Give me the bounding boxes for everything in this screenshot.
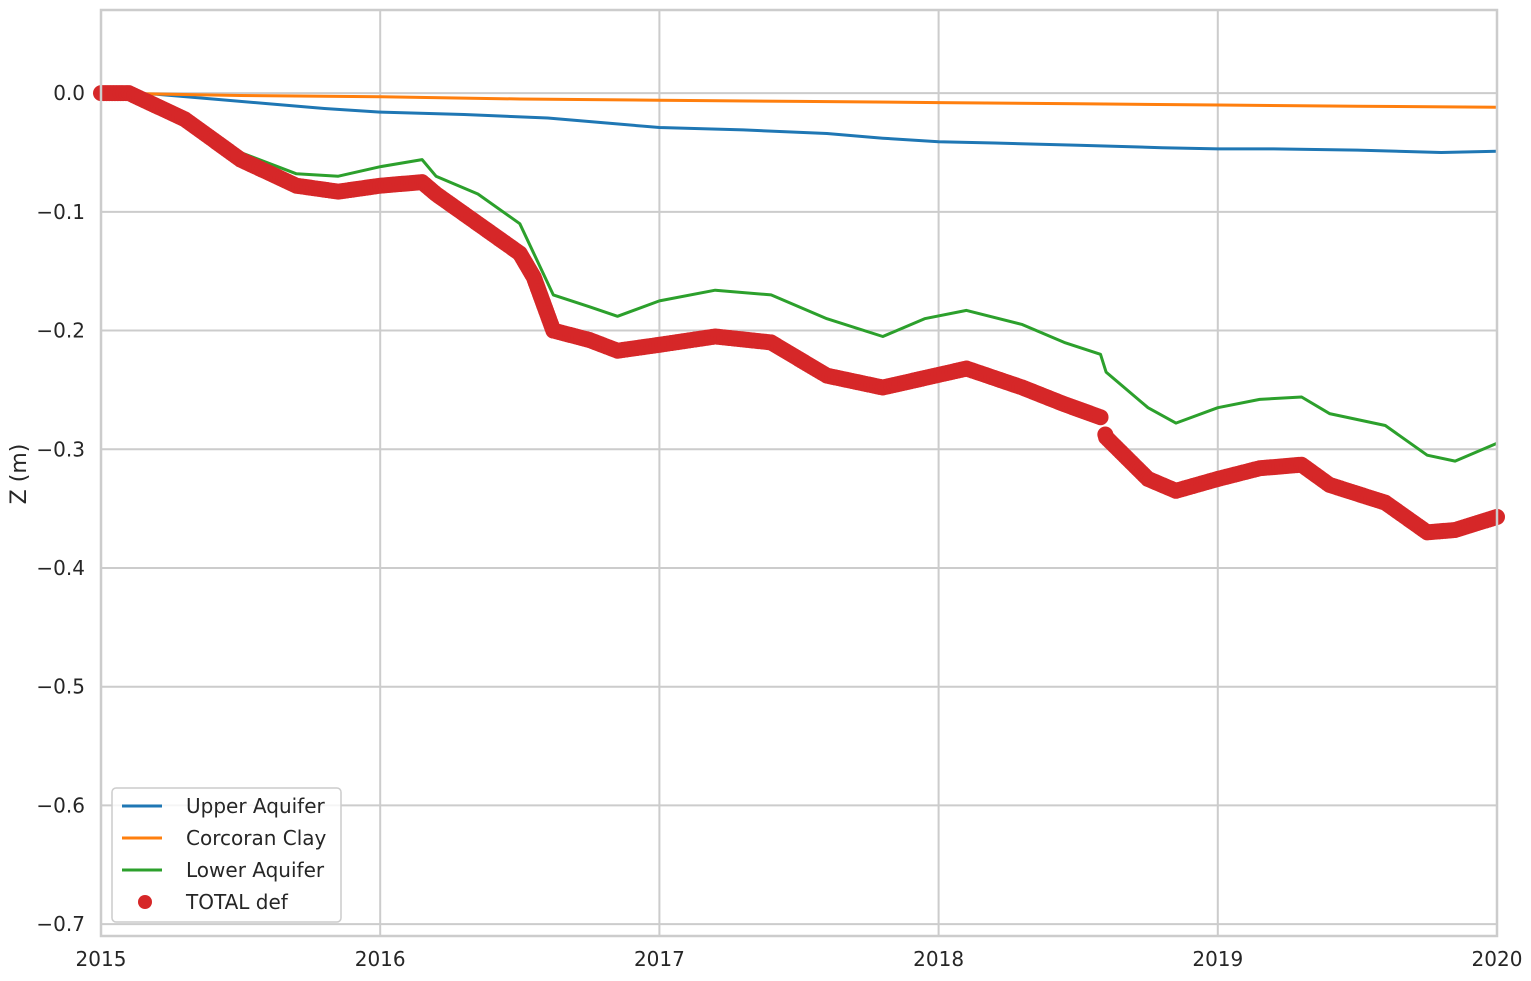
legend-label-lower-aquifer: Lower Aquifer <box>186 858 325 882</box>
x-tick-label: 2020 <box>1472 947 1523 971</box>
legend-item-upper-aquifer: Upper Aquifer <box>122 794 326 818</box>
y-tick-label: −0.1 <box>36 200 85 224</box>
legend: Upper Aquifer Corcoran Clay Lower Aquife… <box>111 787 342 923</box>
series-line-corcoran-clay <box>100 91 1498 109</box>
y-tick-label: 0.0 <box>53 81 85 105</box>
series-total-def <box>93 85 1505 541</box>
legend-label-corcoran-clay: Corcoran Clay <box>186 826 327 850</box>
y-axis-label: Z (m) <box>7 444 32 505</box>
legend-item-total-def: TOTAL def <box>138 890 289 914</box>
legend-box <box>111 787 342 923</box>
plot-frame <box>99 8 1499 938</box>
grid <box>101 10 1497 936</box>
y-tick-label: −0.5 <box>36 675 85 699</box>
legend-swatch-total-def <box>138 895 152 909</box>
series-layer <box>93 85 1505 541</box>
y-tick-label: −0.6 <box>36 793 85 817</box>
x-tick-label: 2017 <box>634 947 685 971</box>
legend-label-total-def: TOTAL def <box>185 890 289 914</box>
x-tick-label: 2015 <box>76 947 127 971</box>
y-tick-label: −0.7 <box>36 912 85 936</box>
y-tick-label: −0.4 <box>36 556 85 580</box>
tick-labels: 2015 2016 2017 2018 2019 2020 0.0 −0.1 −0.2 −0.3 −… <box>36 81 1522 971</box>
legend-item-lower-aquifer: Lower Aquifer <box>122 858 325 882</box>
data-point <box>1092 409 1109 426</box>
y-tick-label: −0.3 <box>36 437 85 461</box>
series-line-upper-aquifer <box>100 91 1498 154</box>
series-line-lower-aquifer <box>101 91 1498 463</box>
x-tick-label: 2016 <box>355 947 406 971</box>
x-tick-label: 2019 <box>1192 947 1243 971</box>
y-tick-label: −0.2 <box>36 319 85 343</box>
x-tick-label: 2018 <box>913 947 964 971</box>
legend-item-corcoran-clay: Corcoran Clay <box>122 826 327 850</box>
legend-label-upper-aquifer: Upper Aquifer <box>186 794 326 818</box>
